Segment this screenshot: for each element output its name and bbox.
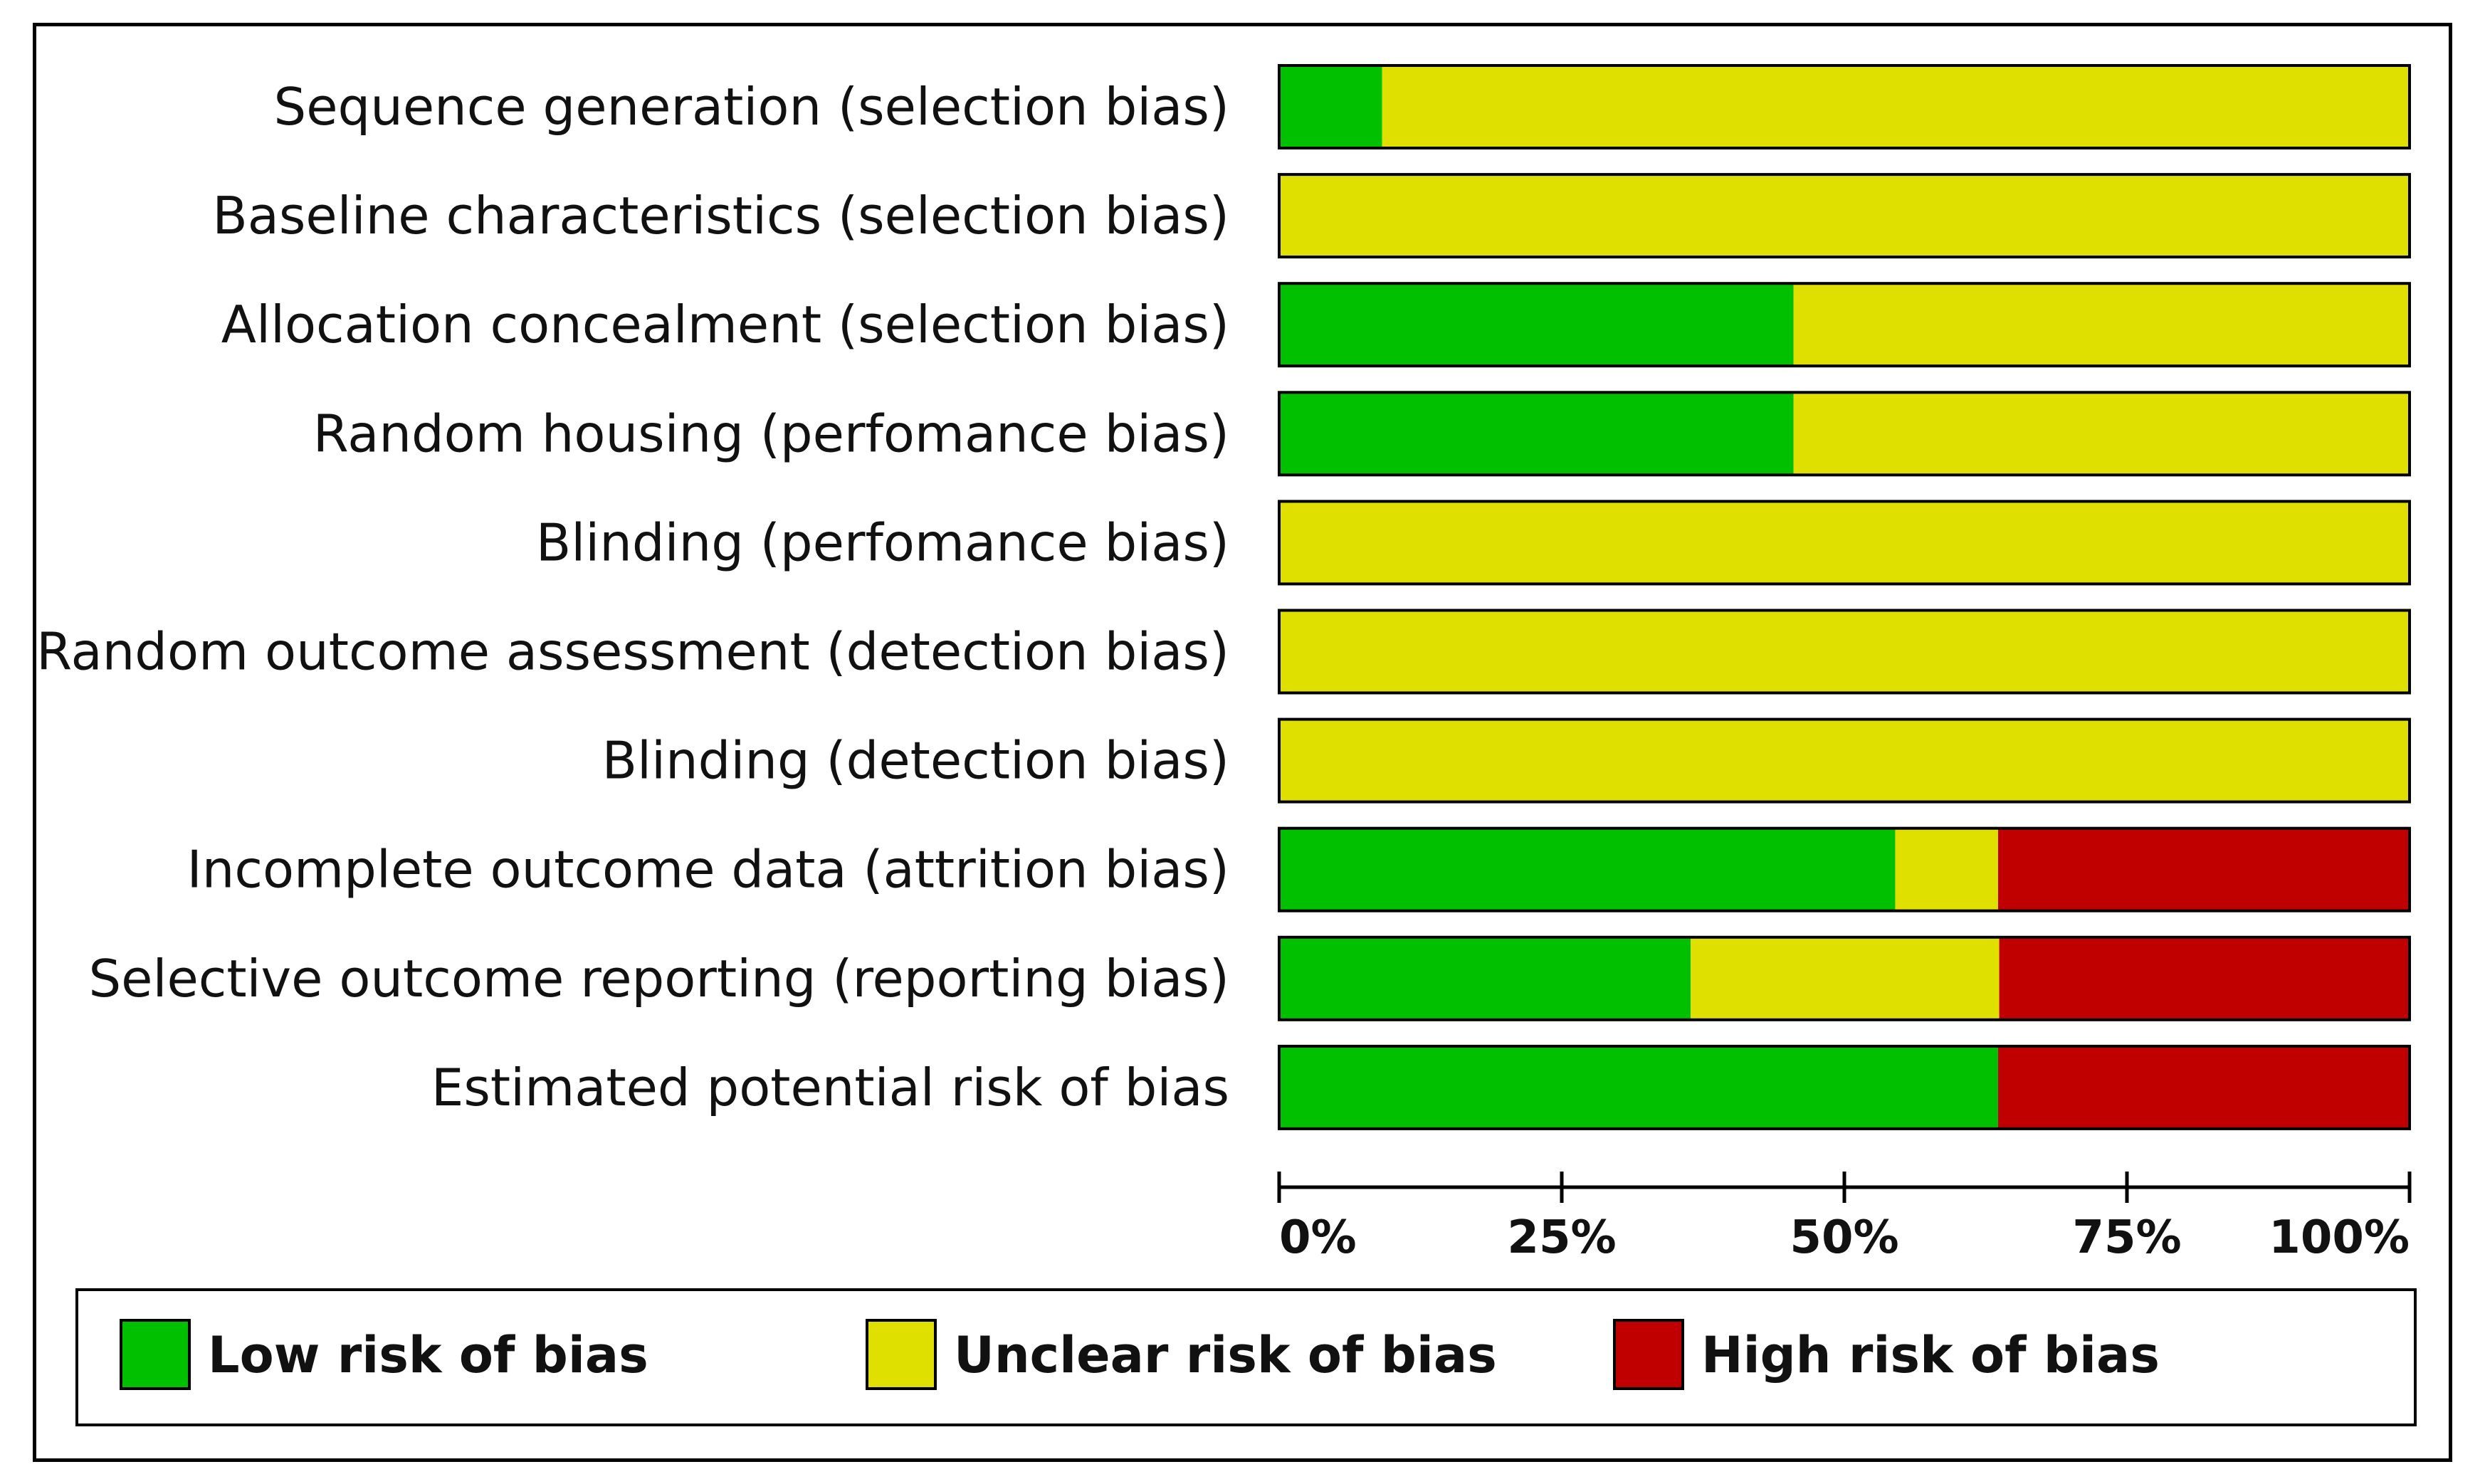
bar-outline-5 <box>1278 500 2411 586</box>
bar-low-risk-of-bias-3 <box>1279 283 1794 367</box>
bar-unclear-risk-of-bias-7 <box>1279 719 2410 802</box>
category-label-2: Baseline characteristics (selection bias… <box>212 186 1229 246</box>
bar-unclear-risk-of-bias-2 <box>1279 174 2410 258</box>
x-tick-label-3: 50% <box>1790 1211 1898 1264</box>
legend: Low risk of bias Unclear risk of bias High… <box>75 1288 2417 1426</box>
category-label-9: Selective outcome reporting (reporting b… <box>88 949 1229 1009</box>
bar-low-risk-of-bias-9 <box>1279 937 1691 1020</box>
category-label-3: Allocation concealment (selection bias) <box>221 295 1229 354</box>
x-tick-label-2: 25% <box>1507 1211 1616 1264</box>
category-label-4: Random housing (perfomance bias) <box>313 404 1229 463</box>
bar-outline-7 <box>1278 717 2411 804</box>
legend-swatch-low-risk-of-bias <box>120 1319 191 1390</box>
bar-low-risk-of-bias-4 <box>1279 392 1794 475</box>
bar-unclear-risk-of-bias-1 <box>1382 65 2410 148</box>
category-label-1: Sequence generation (selection bias) <box>273 77 1229 137</box>
bar-outline-2 <box>1278 173 2411 259</box>
category-label-6: Random outcome assessment (detection bia… <box>36 622 1229 682</box>
legend-label-low-risk-of-bias: Low risk of bias <box>208 1326 648 1384</box>
bar-outline-3 <box>1278 282 2411 368</box>
bar-outline-8 <box>1278 826 2411 912</box>
bar-outline-6 <box>1278 609 2411 695</box>
bar-unclear-risk-of-bias-5 <box>1279 501 2410 584</box>
bar-high-risk-of-bias-8 <box>1997 828 2410 911</box>
bar-unclear-risk-of-bias-6 <box>1279 610 2410 693</box>
bar-low-risk-of-bias-1 <box>1279 65 1382 148</box>
category-label-7: Blinding (detection bias) <box>602 731 1229 791</box>
bar-unclear-risk-of-bias-8 <box>1895 828 1998 911</box>
legend-swatch-high-risk-of-bias <box>1613 1319 1684 1390</box>
legend-swatch-unclear-risk-of-bias <box>866 1319 937 1390</box>
bar-unclear-risk-of-bias-4 <box>1793 392 2410 475</box>
category-label-10: Estimated potential risk of bias <box>431 1058 1229 1117</box>
bar-low-risk-of-bias-8 <box>1279 828 1896 911</box>
x-tick-label-1: 0% <box>1279 1211 1357 1264</box>
category-labels: Sequence generation (selection bias) Base… <box>36 77 1229 1117</box>
category-label-5: Blinding (perfomance bias) <box>536 512 1229 572</box>
legend-box <box>75 1288 2417 1426</box>
bar-unclear-risk-of-bias-3 <box>1793 283 2410 367</box>
x-axis: 0% 25% 50% 75% 100% <box>1277 1172 2412 1264</box>
category-label-8: Incomplete outcome data (attrition bias) <box>186 840 1229 900</box>
bar-outline-10 <box>1278 1044 2411 1130</box>
x-tick-label-4: 75% <box>2072 1211 2181 1264</box>
bar-high-risk-of-bias-10 <box>1997 1046 2410 1129</box>
bar-outline-1 <box>1278 64 2411 149</box>
bar-outline-9 <box>1278 935 2411 1021</box>
legend-label-high-risk-of-bias: High risk of bias <box>1701 1326 2160 1384</box>
x-tick-label-5: 100% <box>2269 1211 2410 1264</box>
legend-label-unclear-risk-of-bias: Unclear risk of bias <box>954 1326 1497 1384</box>
bar-low-risk-of-bias-10 <box>1279 1046 1998 1129</box>
bar-high-risk-of-bias-9 <box>1999 937 2411 1020</box>
bar-unclear-risk-of-bias-9 <box>1691 937 2000 1020</box>
bars <box>1278 64 2411 1130</box>
bar-outline-4 <box>1278 391 2411 477</box>
